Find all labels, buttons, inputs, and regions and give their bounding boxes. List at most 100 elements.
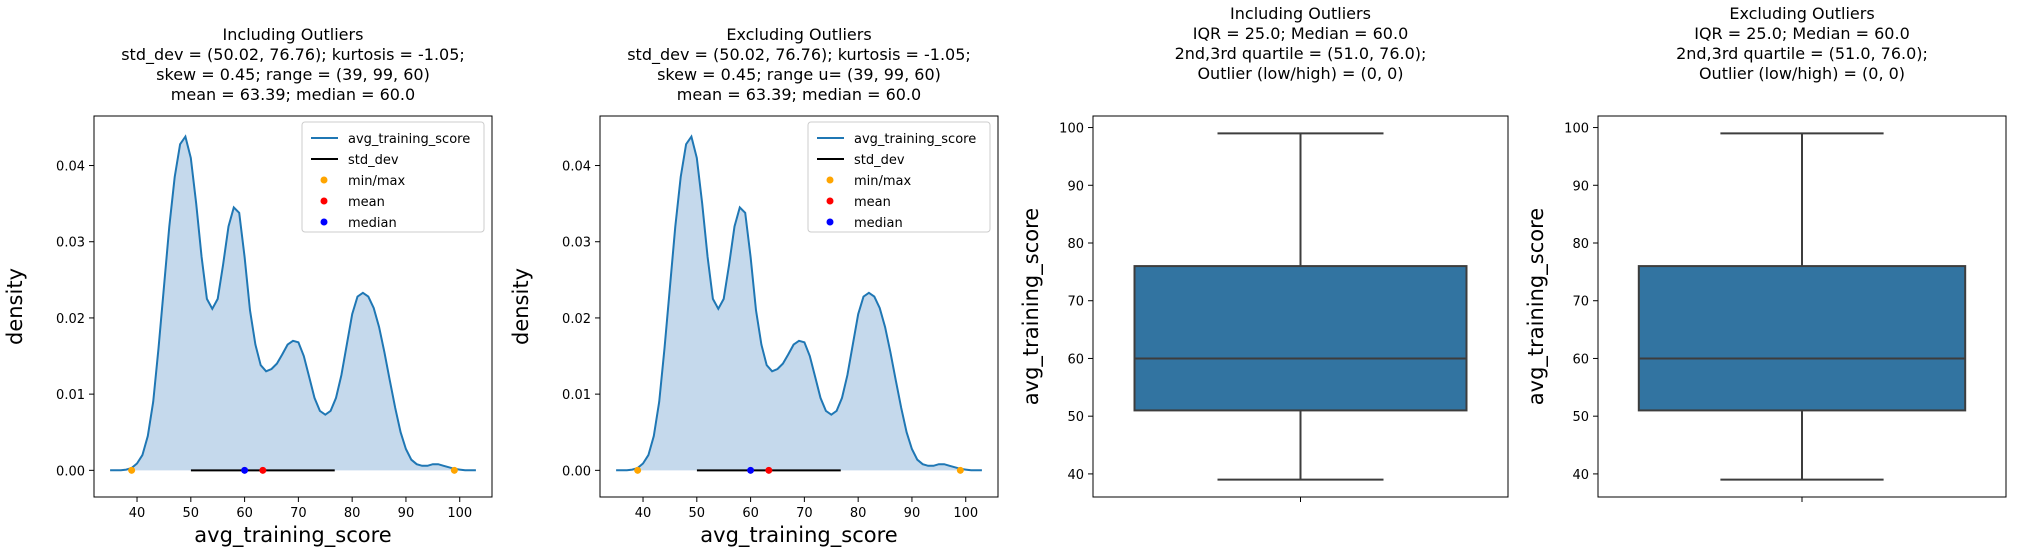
y-axis-label: density xyxy=(509,268,533,345)
y-tick-label: 0.04 xyxy=(562,160,591,175)
legend-label: mean xyxy=(348,195,385,210)
x-tick-label: 50 xyxy=(689,506,706,521)
legend: avg_training_score std_dev min/max mean medi… xyxy=(301,121,485,233)
chart-title-line: 2nd,3rd quartile = (51.0, 76.0); xyxy=(1175,44,1427,63)
x-tick-label: 60 xyxy=(742,506,759,521)
chart-title-line: Excluding Outliers xyxy=(726,25,871,44)
y-tick-label: 40 xyxy=(1572,468,1589,483)
y-tick-label: 90 xyxy=(1067,179,1084,194)
x-tick-label: 90 xyxy=(904,506,921,521)
x-axis-label: avg_training_score xyxy=(700,523,897,548)
x-tick-label: 40 xyxy=(129,506,146,521)
legend-label: mean xyxy=(854,195,891,210)
y-tick-label: 0.02 xyxy=(56,312,85,327)
x-tick-label: 40 xyxy=(635,506,652,521)
legend-label: avg_training_score xyxy=(854,132,976,147)
y-tick-label: 100 xyxy=(1059,122,1084,137)
mean-point xyxy=(259,466,267,474)
y-tick-label: 0.01 xyxy=(56,388,85,403)
legend-box xyxy=(807,121,991,233)
y-axis-label: avg_training_score xyxy=(1019,208,1044,405)
legend-label: median xyxy=(348,216,397,231)
legend: avg_training_score std_dev min/max mean medi… xyxy=(807,121,991,233)
min-max-point xyxy=(128,466,136,474)
x-tick-label: 80 xyxy=(850,506,867,521)
y-tick-label: 60 xyxy=(1067,352,1084,367)
x-tick-label: 70 xyxy=(290,506,307,521)
mean-point xyxy=(765,466,773,474)
legend-label: min/max xyxy=(854,174,912,189)
density-fill xyxy=(110,136,476,471)
y-tick-label: 70 xyxy=(1067,295,1084,310)
density-line xyxy=(616,134,982,472)
axes-frame xyxy=(93,115,493,498)
y-tick-label: 0.03 xyxy=(56,236,85,251)
y-tick-label: 40 xyxy=(1067,468,1084,483)
legend-label: std_dev xyxy=(348,153,399,168)
y-tick-label: 60 xyxy=(1572,352,1589,367)
iqr-box xyxy=(1637,265,1967,412)
min-max-point xyxy=(450,466,458,474)
legend-box xyxy=(301,121,485,233)
legend-label: std_dev xyxy=(854,153,905,168)
y-axis-label: density xyxy=(3,268,27,345)
chart-title-line: Excluding Outliers xyxy=(1729,4,1874,23)
legend-label: min/max xyxy=(348,174,406,189)
chart-title-line: Outlier (low/high) = (0, 0) xyxy=(1699,64,1905,83)
chart-title-line: 2nd,3rd quartile = (51.0, 76.0); xyxy=(1676,44,1928,63)
chart-title-line: Including Outliers xyxy=(223,25,364,44)
iqr-box xyxy=(1133,265,1468,412)
x-tick-label: 80 xyxy=(344,506,361,521)
y-tick-label: 70 xyxy=(1572,295,1589,310)
legend-swatch xyxy=(320,176,328,184)
legend-label: avg_training_score xyxy=(348,132,470,147)
y-tick-label: 80 xyxy=(1067,237,1084,252)
y-tick-label: 0.04 xyxy=(56,160,85,175)
chart-title-line: Including Outliers xyxy=(1230,4,1371,23)
x-tick-label: 50 xyxy=(183,506,200,521)
median-point xyxy=(241,466,249,474)
chart-title-line: IQR = 25.0; Median = 60.0 xyxy=(1193,24,1409,43)
legend-swatch xyxy=(826,197,834,205)
chart-title-line: std_dev = (50.02, 76.76); kurtosis = -1.… xyxy=(121,45,465,65)
y-tick-label: 0.00 xyxy=(562,464,591,479)
legend-swatch xyxy=(320,218,328,226)
chart-title-line: Outlier (low/high) = (0, 0) xyxy=(1197,64,1403,83)
x-tick-label: 100 xyxy=(953,506,978,521)
axes-frame xyxy=(599,115,999,498)
x-tick-label: 90 xyxy=(398,506,415,521)
chart-title-line: skew = 0.45; range u= (39, 99, 60) xyxy=(657,65,941,84)
x-tick-label: 70 xyxy=(796,506,813,521)
chart-title-line: skew = 0.45; range = (39, 99, 60) xyxy=(156,65,430,84)
y-tick-label: 0.00 xyxy=(56,464,85,479)
chart-title-line: mean = 63.39; median = 60.0 xyxy=(171,85,415,104)
legend-swatch xyxy=(320,197,328,205)
y-tick-label: 0.02 xyxy=(562,312,591,327)
y-tick-label: 90 xyxy=(1572,179,1589,194)
y-tick-label: 50 xyxy=(1572,410,1589,425)
legend-swatch xyxy=(826,218,834,226)
chart-title-line: IQR = 25.0; Median = 60.0 xyxy=(1694,24,1910,43)
y-tick-label: 50 xyxy=(1067,410,1084,425)
x-tick-label: 100 xyxy=(447,506,472,521)
legend-label: median xyxy=(854,216,903,231)
density-line xyxy=(110,134,476,472)
y-tick-label: 0.01 xyxy=(562,388,591,403)
x-tick-label: 60 xyxy=(236,506,253,521)
x-axis-label: avg_training_score xyxy=(194,523,391,548)
y-tick-label: 0.03 xyxy=(562,236,591,251)
chart-title-line: std_dev = (50.02, 76.76); kurtosis = -1.… xyxy=(627,45,971,65)
y-axis-label: avg_training_score xyxy=(1524,208,1549,405)
y-tick-label: 80 xyxy=(1572,237,1589,252)
median-point xyxy=(747,466,755,474)
min-max-point xyxy=(956,466,964,474)
legend-swatch xyxy=(826,176,834,184)
density-fill xyxy=(616,136,982,471)
chart-title-line: mean = 63.39; median = 60.0 xyxy=(677,85,921,104)
y-tick-label: 100 xyxy=(1564,122,1589,137)
